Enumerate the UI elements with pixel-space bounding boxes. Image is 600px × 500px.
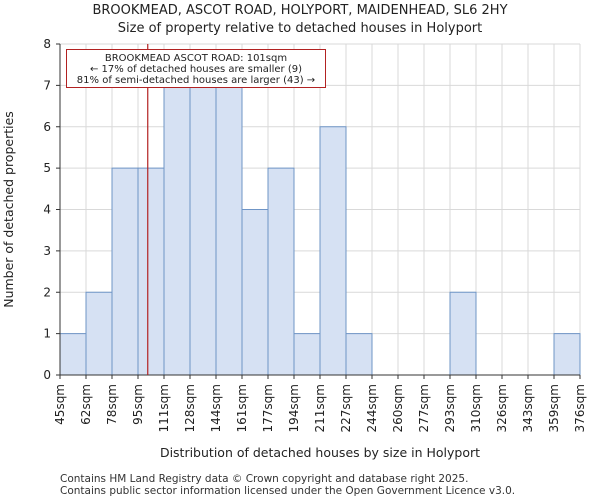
x-tick-label: 293sqm bbox=[443, 384, 457, 432]
x-axis-label: Distribution of detached houses by size … bbox=[160, 445, 480, 460]
y-tick-label: 0 bbox=[43, 368, 51, 382]
x-tick-label: 128sqm bbox=[183, 384, 197, 432]
histogram-bar bbox=[85, 291, 113, 376]
histogram-bar bbox=[553, 333, 581, 376]
x-tick-label: 260sqm bbox=[391, 384, 405, 432]
y-tick-label: 3 bbox=[43, 244, 51, 258]
footer-licence: Contains public sector information licen… bbox=[60, 485, 516, 497]
y-tick-label: 5 bbox=[43, 161, 51, 175]
histogram-bar bbox=[267, 167, 295, 376]
histogram-bar bbox=[241, 209, 269, 376]
y-tick-label: 7 bbox=[43, 78, 51, 92]
histogram-bar bbox=[319, 126, 347, 376]
histogram-bar bbox=[163, 84, 191, 376]
annotation-line-3: 81% of semi-detached houses are larger (… bbox=[76, 75, 316, 86]
x-tick-label: 95sqm bbox=[131, 384, 145, 425]
x-tick-label: 111sqm bbox=[157, 384, 171, 432]
histogram-bar bbox=[137, 167, 165, 376]
x-tick-label: 45sqm bbox=[53, 384, 67, 425]
y-tick-label: 2 bbox=[43, 285, 51, 299]
x-tick-label: 343sqm bbox=[521, 384, 535, 432]
histogram-bar bbox=[345, 333, 373, 376]
histogram-bar bbox=[111, 167, 139, 376]
y-tick-label: 4 bbox=[43, 203, 51, 217]
property-annotation-box: BROOKMEAD ASCOT ROAD: 101sqm ← 17% of de… bbox=[66, 49, 326, 88]
histogram-bar bbox=[449, 291, 477, 376]
x-tick-label: 62sqm bbox=[79, 384, 93, 425]
x-tick-label: 359sqm bbox=[547, 384, 561, 432]
x-tick-label: 244sqm bbox=[365, 384, 379, 432]
x-tick-label: 177sqm bbox=[261, 384, 275, 432]
y-axis-label: Number of detached properties bbox=[1, 111, 16, 308]
histogram-bar bbox=[189, 84, 217, 376]
histogram-bar bbox=[59, 333, 87, 376]
x-tick-label: 211sqm bbox=[313, 384, 327, 432]
histogram-bar bbox=[293, 333, 321, 376]
chart-title: BROOKMEAD, ASCOT ROAD, HOLYPORT, MAIDENH… bbox=[92, 3, 508, 18]
x-tick-label: 161sqm bbox=[235, 384, 249, 432]
y-tick-label: 1 bbox=[43, 327, 51, 341]
x-tick-label: 326sqm bbox=[495, 384, 509, 432]
y-tick-label: 6 bbox=[43, 120, 51, 134]
x-tick-label: 277sqm bbox=[417, 384, 431, 432]
annotation-line-2: ← 17% of detached houses are smaller (9) bbox=[90, 64, 302, 75]
x-tick-label: 376sqm bbox=[573, 384, 587, 432]
x-tick-label: 310sqm bbox=[469, 384, 483, 432]
y-tick-label: 8 bbox=[43, 37, 51, 51]
x-tick-label: 227sqm bbox=[339, 384, 353, 432]
x-tick-label: 144sqm bbox=[209, 384, 223, 432]
x-tick-label: 78sqm bbox=[105, 384, 119, 425]
chart-subtitle: Size of property relative to detached ho… bbox=[117, 21, 483, 36]
x-tick-label: 194sqm bbox=[287, 384, 301, 432]
footer-copyright: Contains HM Land Registry data © Crown c… bbox=[60, 473, 469, 485]
histogram-bar bbox=[215, 84, 243, 376]
annotation-line-1: BROOKMEAD ASCOT ROAD: 101sqm bbox=[104, 53, 288, 64]
